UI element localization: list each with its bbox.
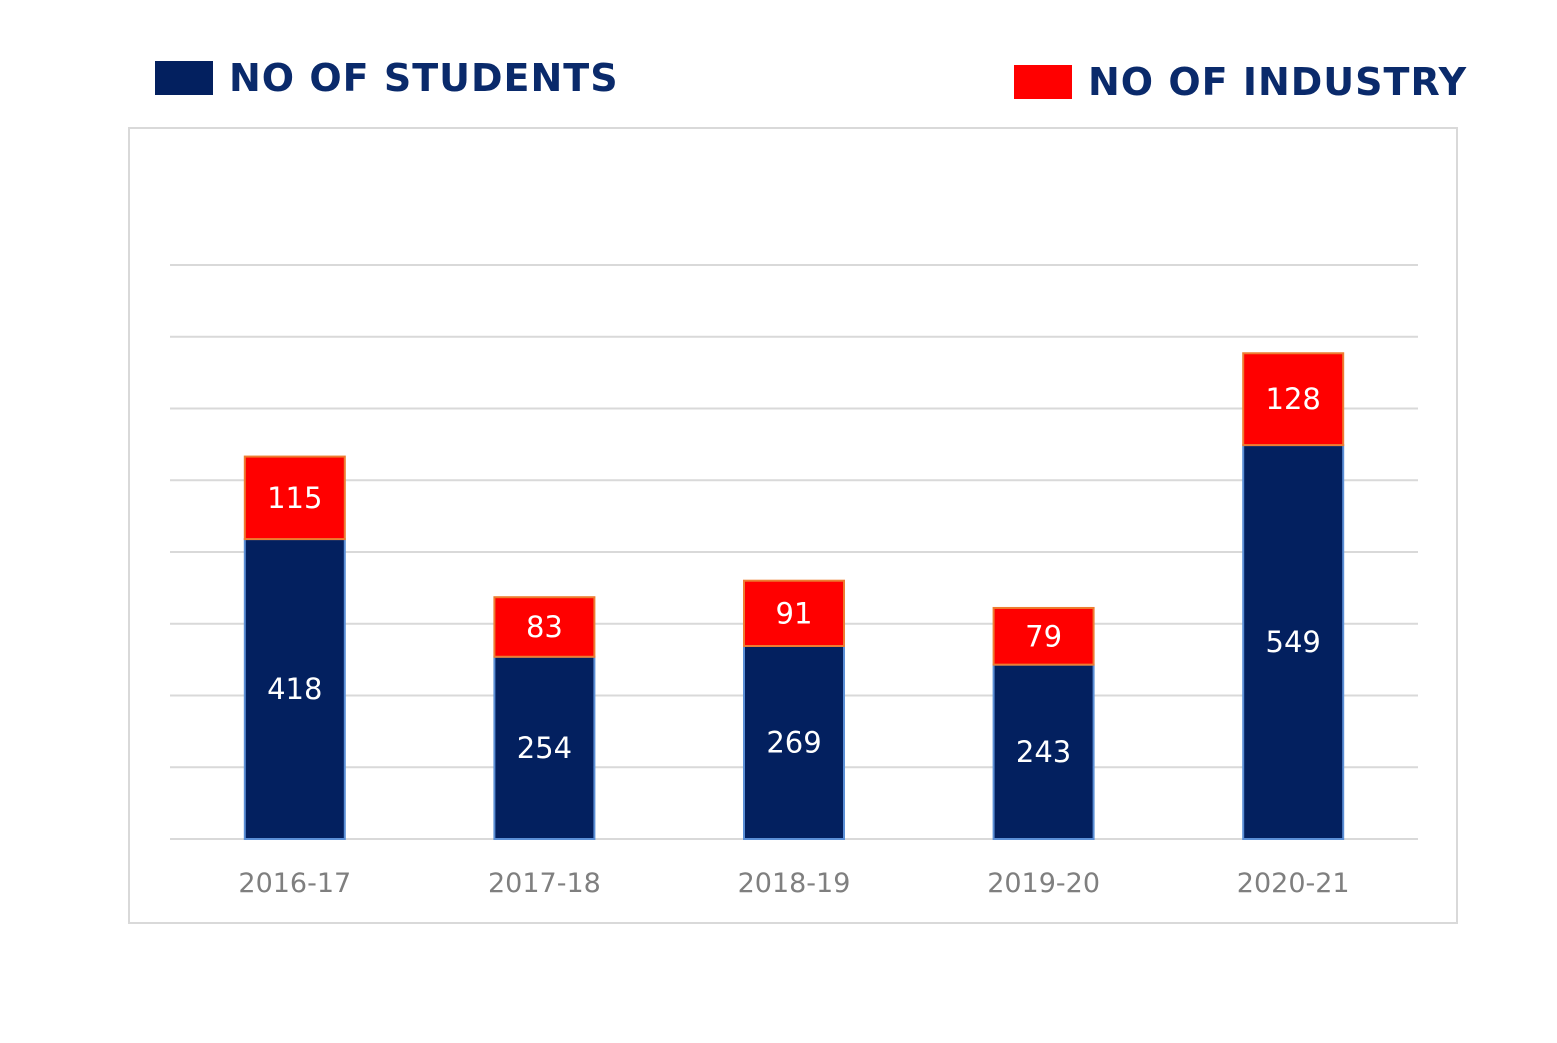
legend-item-students: NO OF STUDENTS xyxy=(155,56,619,100)
data-label-industry: 128 xyxy=(1266,382,1321,416)
x-tick-label: 2018-19 xyxy=(738,868,851,899)
data-label-industry: 91 xyxy=(776,596,813,630)
bar-students xyxy=(493,655,596,840)
data-label-students: 549 xyxy=(1266,625,1321,659)
bar-industry xyxy=(493,596,596,658)
bar-industry xyxy=(243,455,346,541)
data-label-industry: 83 xyxy=(526,610,563,644)
data-label-students: 243 xyxy=(1016,735,1071,769)
legend-swatch-industry xyxy=(1014,65,1072,99)
chart-frame xyxy=(128,127,1458,924)
legend-item-industry: NO OF INDUSTRY xyxy=(1014,60,1467,104)
data-label-students: 418 xyxy=(267,672,322,706)
bar-industry xyxy=(743,579,845,647)
legend-swatch-students xyxy=(155,61,213,95)
x-tick-label: 2020-21 xyxy=(1237,868,1350,899)
data-label-students: 269 xyxy=(766,725,821,759)
bar-students xyxy=(1242,444,1345,840)
data-label-students: 254 xyxy=(517,731,572,765)
bar-students xyxy=(992,663,1095,841)
data-label-industry: 79 xyxy=(1025,619,1062,653)
data-label-industry: 115 xyxy=(267,481,322,515)
bar-industry xyxy=(1242,352,1345,447)
x-tick-label: 2017-18 xyxy=(488,868,601,899)
legend-label-industry: NO OF INDUSTRY xyxy=(1088,60,1468,104)
x-tick-label: 2019-20 xyxy=(987,868,1100,899)
bar-students xyxy=(743,644,845,840)
legend-label-students: NO OF STUDENTS xyxy=(229,56,619,100)
x-tick-label: 2016-17 xyxy=(238,868,351,899)
bar-industry xyxy=(992,606,1095,666)
